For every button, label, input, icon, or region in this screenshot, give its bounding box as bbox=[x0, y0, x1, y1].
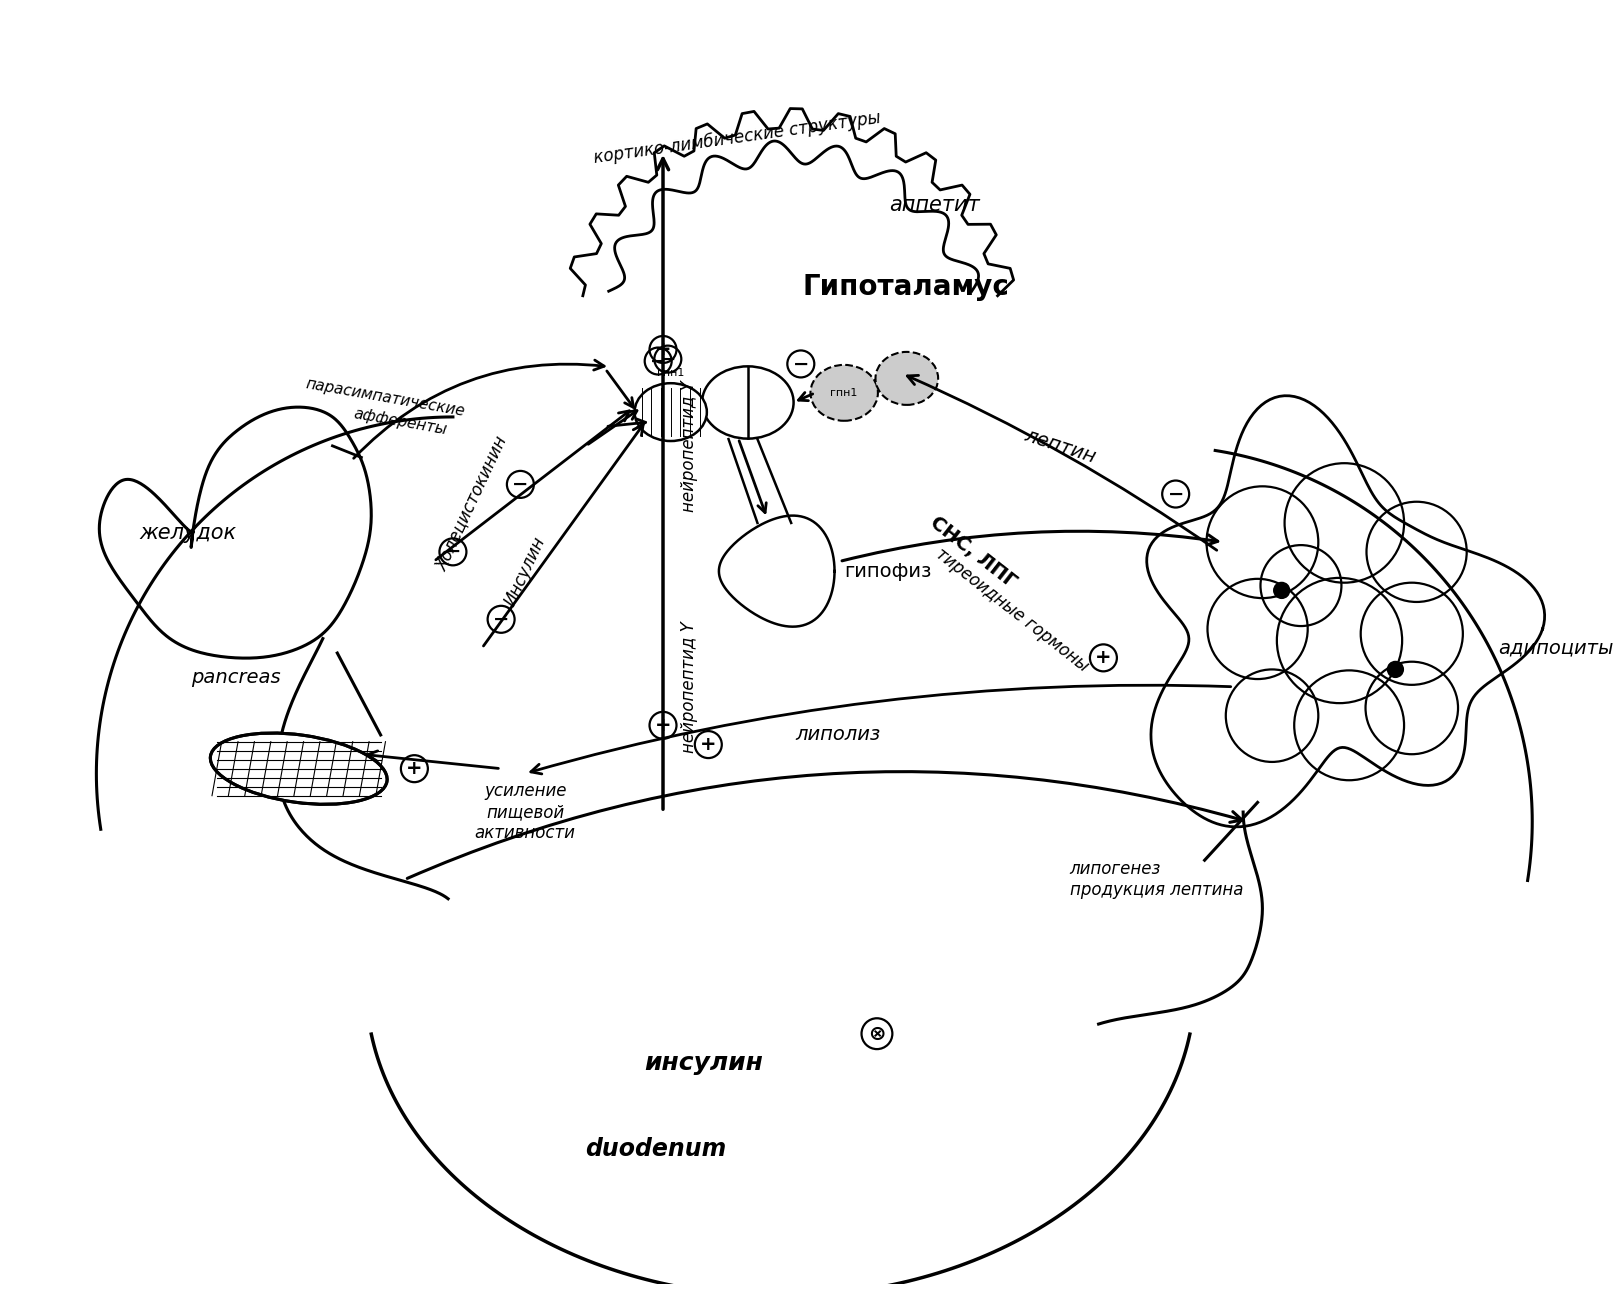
Text: −: − bbox=[445, 543, 461, 561]
Ellipse shape bbox=[211, 732, 388, 804]
Text: адипоциты: адипоциты bbox=[1498, 638, 1613, 658]
Polygon shape bbox=[1147, 396, 1545, 827]
Text: −: − bbox=[513, 475, 529, 494]
Text: гипофиз: гипофиз bbox=[844, 561, 932, 581]
Text: лептин: лептин bbox=[1022, 425, 1099, 467]
Text: аппетит: аппетит bbox=[889, 195, 980, 215]
Text: ⊗: ⊗ bbox=[868, 1024, 886, 1044]
Text: −: − bbox=[659, 349, 677, 369]
Text: липолиз: липолиз bbox=[795, 726, 881, 744]
Text: инсулин: инсулин bbox=[644, 1050, 763, 1075]
Ellipse shape bbox=[810, 365, 878, 421]
Text: −: − bbox=[792, 354, 808, 374]
Text: duodenum: duodenum bbox=[584, 1138, 725, 1162]
Text: гпн1: гпн1 bbox=[657, 369, 685, 378]
Text: +: + bbox=[700, 735, 716, 755]
Polygon shape bbox=[719, 515, 834, 627]
Text: Инсулин: Инсулин bbox=[502, 534, 549, 608]
Text: СНС, ЛПГ: СНС, ЛПГ bbox=[927, 513, 1021, 591]
Text: тиреоидные гормоны: тиреоидные гормоны bbox=[932, 544, 1092, 675]
Text: +: + bbox=[654, 715, 672, 735]
Ellipse shape bbox=[875, 352, 938, 405]
Text: кортико-лимбические структуры: кортико-лимбические структуры bbox=[592, 109, 881, 166]
Text: парасимпатические: парасимпатические bbox=[305, 377, 466, 419]
Text: нейропептид Y: нейропептид Y bbox=[680, 621, 698, 752]
Text: +: + bbox=[406, 759, 422, 778]
Text: pancreas: pancreas bbox=[192, 667, 281, 687]
Circle shape bbox=[1386, 661, 1404, 678]
Text: нейропептид Y: нейропептид Y bbox=[680, 379, 698, 511]
Text: Холецистокинин: Холецистокинин bbox=[433, 433, 511, 574]
Polygon shape bbox=[99, 407, 372, 658]
Text: гпн1: гпн1 bbox=[831, 388, 859, 398]
Text: желудок: желудок bbox=[140, 523, 237, 543]
Text: −: − bbox=[1167, 484, 1183, 504]
Text: афференты: афференты bbox=[352, 407, 448, 437]
Ellipse shape bbox=[635, 383, 708, 441]
Text: усиление
пищевой
активности: усиление пищевой активности bbox=[476, 782, 576, 842]
Text: +: + bbox=[654, 340, 672, 358]
Text: −: − bbox=[493, 610, 510, 629]
Text: Гипоталамус: Гипоталамус bbox=[802, 273, 1010, 301]
Text: −: − bbox=[649, 352, 667, 370]
Text: +: + bbox=[1096, 649, 1112, 667]
Text: липогенез
продукция лептина: липогенез продукция лептина bbox=[1070, 861, 1243, 899]
Circle shape bbox=[1272, 582, 1290, 599]
Ellipse shape bbox=[703, 366, 794, 438]
